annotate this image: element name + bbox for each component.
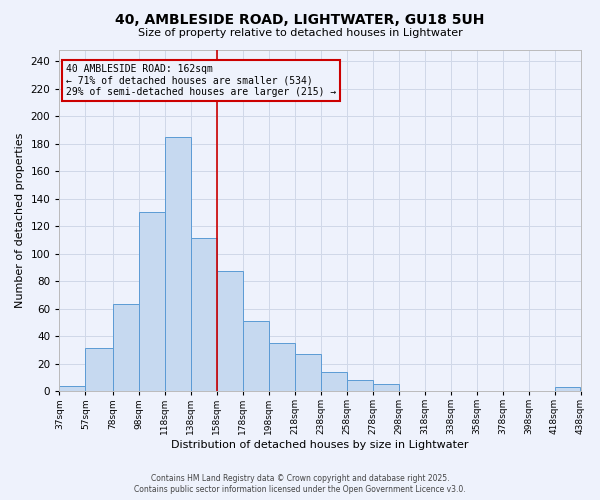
Bar — [242, 321, 269, 391]
Bar — [554, 387, 580, 391]
Bar — [113, 304, 139, 391]
Bar — [269, 343, 295, 391]
Text: 40 AMBLESIDE ROAD: 162sqm
← 71% of detached houses are smaller (534)
29% of semi: 40 AMBLESIDE ROAD: 162sqm ← 71% of detac… — [66, 64, 336, 97]
Bar — [164, 136, 191, 391]
Bar — [373, 384, 398, 391]
Bar — [320, 372, 347, 391]
Bar — [85, 348, 113, 391]
Bar — [295, 354, 320, 391]
Y-axis label: Number of detached properties: Number of detached properties — [15, 133, 25, 308]
Text: 40, AMBLESIDE ROAD, LIGHTWATER, GU18 5UH: 40, AMBLESIDE ROAD, LIGHTWATER, GU18 5UH — [115, 12, 485, 26]
Text: Size of property relative to detached houses in Lightwater: Size of property relative to detached ho… — [137, 28, 463, 38]
Bar — [139, 212, 164, 391]
X-axis label: Distribution of detached houses by size in Lightwater: Distribution of detached houses by size … — [171, 440, 469, 450]
Bar — [191, 238, 217, 391]
Bar — [347, 380, 373, 391]
Text: Contains HM Land Registry data © Crown copyright and database right 2025.
Contai: Contains HM Land Registry data © Crown c… — [134, 474, 466, 494]
Bar — [217, 272, 242, 391]
Bar — [59, 386, 85, 391]
